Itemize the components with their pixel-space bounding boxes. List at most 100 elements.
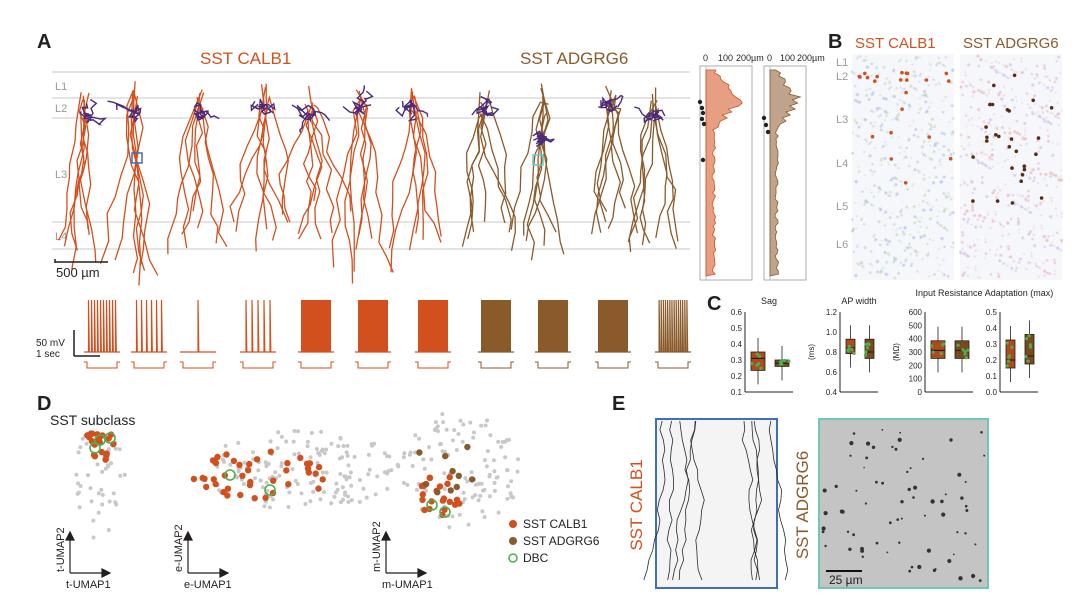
grey-cell xyxy=(105,463,110,468)
tissue-cell xyxy=(932,181,935,184)
tissue-cell xyxy=(900,214,903,217)
tissue-cell xyxy=(928,157,931,159)
dbc-point xyxy=(1010,345,1014,349)
grey-cell xyxy=(106,528,111,532)
tissue-cell xyxy=(906,75,909,79)
tissue-cell xyxy=(1048,79,1051,82)
tissue-cell xyxy=(966,125,968,127)
tissue-cell xyxy=(1035,204,1038,208)
dendrite xyxy=(593,99,614,222)
grey-cell xyxy=(479,481,484,486)
axon xyxy=(127,108,141,119)
grey-cell xyxy=(361,486,366,491)
grey-cell xyxy=(516,457,520,462)
tissue-cell xyxy=(863,223,865,226)
tissue-cell xyxy=(973,255,976,258)
tissue-cell xyxy=(936,257,938,259)
grey-cell xyxy=(78,484,83,488)
tissue-cell xyxy=(1047,134,1050,138)
tissue-cell xyxy=(895,195,897,197)
calb1-cell xyxy=(251,495,258,502)
grey-cell xyxy=(329,441,334,446)
dendrite xyxy=(479,113,512,233)
tissue-cell xyxy=(893,185,895,187)
grey-cell xyxy=(293,478,298,483)
grey-cell xyxy=(338,472,343,476)
grey-cell xyxy=(337,456,342,461)
grey-cell xyxy=(340,497,345,502)
tissue-cell xyxy=(879,94,882,97)
tissue-cell xyxy=(1019,257,1022,261)
tissue-cell xyxy=(1042,262,1044,265)
tissue-cell xyxy=(966,184,969,187)
tissue-cell xyxy=(872,235,875,238)
dbc-point xyxy=(1005,364,1009,368)
boxplot-title: Sag xyxy=(761,296,777,306)
grey-cell xyxy=(279,434,284,439)
bouton xyxy=(978,579,982,582)
tissue-cell xyxy=(884,272,888,276)
grey-cell xyxy=(77,505,82,510)
tissue-cell xyxy=(884,141,887,143)
tissue-cell xyxy=(888,80,891,84)
calb1-cell xyxy=(246,460,253,468)
grey-cell xyxy=(502,439,507,444)
grey-cell xyxy=(482,515,487,519)
calb1-cell xyxy=(103,450,110,457)
calb1-cell xyxy=(426,474,433,481)
dendrite xyxy=(125,93,159,276)
grey-cell xyxy=(100,469,105,474)
tissue-cell xyxy=(886,243,889,246)
tissue-cell xyxy=(1043,84,1045,86)
tissue-cell xyxy=(870,141,872,144)
dbc-point xyxy=(847,344,852,348)
grey-cell xyxy=(488,433,493,438)
dbc-ring xyxy=(104,432,116,444)
bouton xyxy=(940,499,944,504)
adgrg6-cell xyxy=(434,489,441,496)
dendrite xyxy=(605,85,639,234)
axon-fiber xyxy=(678,420,691,581)
tissue-cell xyxy=(1053,258,1056,261)
dendrite xyxy=(410,109,442,237)
bouton xyxy=(821,526,826,531)
adgrg6-cell xyxy=(1031,98,1035,103)
tissue-cell xyxy=(995,71,998,74)
legend-dot-dbc xyxy=(508,553,518,563)
tissue-cell xyxy=(984,130,987,133)
tissue-cell xyxy=(866,141,868,143)
b-layer-l1: L1 xyxy=(836,57,848,69)
dbc-point xyxy=(864,342,868,346)
axon xyxy=(606,100,616,113)
ephys-trace xyxy=(298,300,334,369)
grey-cell xyxy=(382,470,387,475)
tissue-cell xyxy=(1033,233,1035,236)
tissue-cell xyxy=(1054,270,1056,272)
tissue-cell xyxy=(937,270,939,272)
tissue-cell xyxy=(944,65,947,68)
tissue-cell xyxy=(913,215,916,218)
grey-cell xyxy=(236,441,241,445)
tissue-cell xyxy=(926,254,929,257)
tissue-cell xyxy=(980,127,984,131)
tissue-cell xyxy=(1004,183,1007,185)
tissue-cell xyxy=(855,93,859,97)
tissue-cell xyxy=(901,201,904,203)
tissue-cell xyxy=(899,180,902,183)
tissue-cell xyxy=(932,150,936,153)
tissue-cell xyxy=(1001,234,1004,237)
tissue-cell xyxy=(1029,171,1033,174)
adgrg6-cell xyxy=(1049,106,1054,110)
tissue-cell xyxy=(1004,160,1006,163)
tissue-cell xyxy=(927,252,930,255)
calb1-cell xyxy=(858,75,862,79)
axon xyxy=(359,90,374,108)
tissue-cell xyxy=(913,221,917,225)
tissue-cell xyxy=(920,225,922,228)
axon xyxy=(132,107,142,114)
tissue-cell xyxy=(1055,185,1058,188)
voltage xyxy=(240,299,276,353)
tissue-cell xyxy=(1040,106,1044,110)
grey-cell xyxy=(100,502,105,507)
tissue-cell xyxy=(950,212,952,214)
